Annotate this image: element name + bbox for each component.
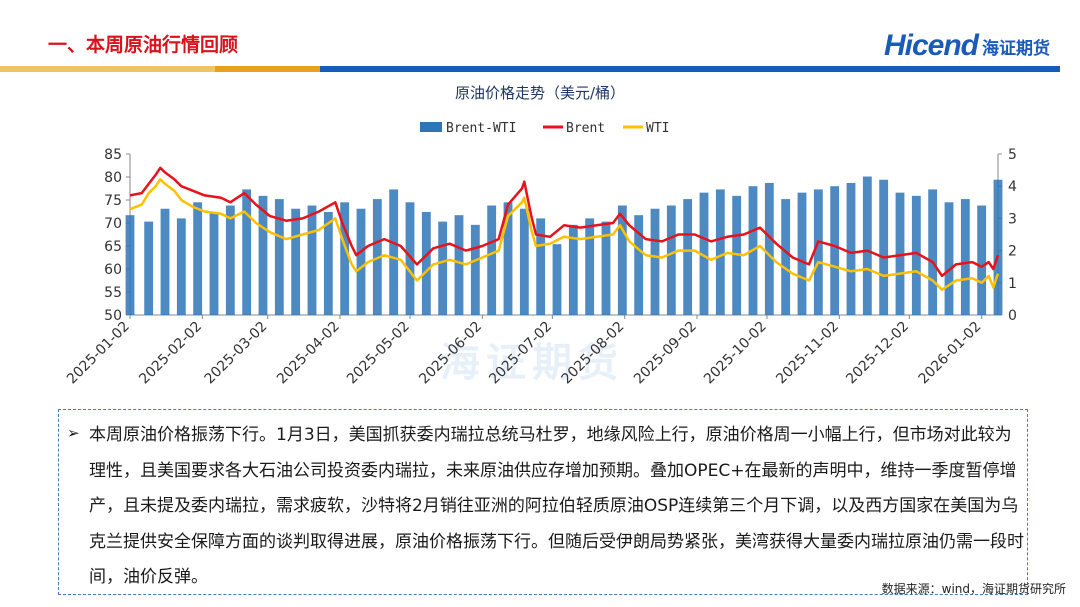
- bar-brent-wti: [356, 208, 366, 315]
- x-tick-label: 2025-05-02: [344, 319, 413, 388]
- bar-brent-wti: [160, 208, 170, 315]
- page-title: 一、本周原油行情回顾: [48, 34, 239, 56]
- bar-brent-wti: [699, 192, 709, 315]
- bar-brent-wti: [258, 195, 268, 315]
- x-tick-label: 2025-03-02: [202, 319, 271, 388]
- bar-brent-wti: [895, 192, 905, 315]
- company-logo: Hicend 海证期货: [884, 28, 1050, 64]
- bar-brent-wti: [291, 208, 301, 315]
- x-tick-label: 2025-01-02: [64, 319, 133, 388]
- right-tick-label: 4: [1008, 179, 1017, 195]
- bar-brent-wti: [144, 221, 154, 315]
- bullet-arrow-icon: ➢: [67, 424, 80, 442]
- bar-brent-wti: [125, 215, 135, 315]
- watermark-text: 海证期货: [440, 340, 624, 386]
- x-tick-label: 2025-04-02: [274, 319, 343, 388]
- bar-brent-wti: [519, 208, 529, 315]
- bar-brent-wti: [454, 215, 464, 315]
- oil-price-chart: 原油价格走势（美元/桶）Brent-WTI Brent WTI50556065707…: [64, 84, 1017, 388]
- bar-brent-wti: [552, 244, 562, 315]
- bar-brent-wti: [879, 179, 889, 315]
- bar-brent-wti: [193, 202, 203, 315]
- bar-brent-wti: [487, 205, 497, 315]
- bar-brent-wti: [225, 205, 235, 315]
- bar-brent-wti: [715, 189, 725, 315]
- legend-label-brent-wti: Brent-WTI: [446, 121, 516, 136]
- bar-brent-wti: [209, 211, 219, 315]
- left-tick-label: 55: [104, 285, 122, 301]
- bar-brent-wti: [764, 182, 774, 315]
- x-tick-label: 2026-01-02: [916, 319, 985, 388]
- bar-brent-wti: [470, 224, 480, 315]
- left-tick-label: 70: [104, 216, 122, 232]
- x-tick-label: 2025-02-02: [136, 319, 205, 388]
- left-tick-label: 65: [104, 239, 122, 255]
- left-tick-label: 80: [104, 170, 122, 186]
- x-tick-label: 2025-12-02: [843, 319, 912, 388]
- bar-brent-wti: [585, 218, 595, 315]
- bar-brent-wti: [340, 202, 350, 315]
- left-tick-label: 85: [104, 147, 122, 163]
- bar-brent-wti: [862, 176, 872, 315]
- legend-label-wti: WTI: [646, 121, 669, 136]
- bar-brent-wti: [683, 199, 693, 315]
- series-line-wti: [129, 178, 1000, 291]
- header-band-orange: [215, 66, 320, 72]
- logo-wordmark: Hicend: [883, 29, 979, 62]
- left-tick-label: 50: [104, 308, 122, 324]
- bar-brent-wti: [307, 205, 317, 315]
- chart-title: 原油价格走势（美元/桶）: [455, 84, 625, 102]
- bar-brent-wti: [977, 205, 987, 315]
- header-band-blue: [320, 66, 1060, 72]
- x-tick-label: 2025-07-02: [486, 319, 555, 388]
- right-tick-label: 0: [1008, 308, 1017, 324]
- bar-brent-wti: [421, 211, 431, 315]
- bar-brent-wti: [928, 189, 938, 315]
- legend-label-brent: Brent: [566, 121, 605, 136]
- left-tick-label: 75: [104, 193, 122, 209]
- bar-brent-wti: [503, 202, 513, 315]
- right-tick-label: 1: [1008, 276, 1017, 292]
- bar-brent-wti: [634, 215, 644, 315]
- bar-brent-wti: [944, 202, 954, 315]
- x-tick-label: 2025-10-02: [701, 319, 770, 388]
- x-tick-label: 2025-09-02: [631, 319, 700, 388]
- bar-brent-wti: [830, 186, 840, 315]
- commentary-box: ➢ 本周原油价格振荡下行。1月3日，美国抓获委内瑞拉总统马杜罗，地缘风险上行，原…: [58, 409, 1028, 595]
- right-tick-label: 5: [1008, 147, 1017, 163]
- data-source: 数据来源：wind，海证期货研究所: [881, 582, 1066, 596]
- bar-brent-wti: [813, 189, 823, 315]
- legend-swatch-brent-wti: [420, 122, 442, 132]
- bar-brent-wti: [274, 199, 284, 315]
- bar-brent-wti: [846, 182, 856, 315]
- bar-brent-wti: [797, 192, 807, 315]
- commentary-paragraph: 本周原油价格振荡下行。1月3日，美国抓获委内瑞拉总统马杜罗，地缘风险上行，原油价…: [89, 425, 1024, 587]
- bar-brent-wti: [389, 189, 399, 315]
- bar-brent-wti: [993, 179, 1003, 315]
- bar-brent-wti: [536, 218, 546, 315]
- logo-chinese-name: 海证期货: [982, 38, 1050, 59]
- bar-brent-wti: [242, 189, 252, 315]
- bar-brent-wti: [438, 221, 448, 315]
- bar-brent-wti: [568, 224, 578, 315]
- bar-brent-wti: [781, 199, 791, 315]
- bar-brent-wti: [666, 205, 676, 315]
- bar-brent-wti: [176, 218, 186, 315]
- header-band-light: [0, 66, 215, 72]
- bar-brent-wti: [911, 195, 921, 315]
- left-tick-label: 60: [104, 262, 122, 278]
- bar-brent-wti: [405, 202, 415, 315]
- x-tick-label: 2025-08-02: [559, 319, 628, 388]
- bar-brent-wti: [601, 221, 611, 315]
- bar-brent-wti: [960, 199, 970, 315]
- right-tick-label: 3: [1008, 211, 1017, 227]
- bar-brent-wti: [617, 205, 627, 315]
- x-tick-label: 2025-11-02: [773, 319, 842, 388]
- bar-brent-wti: [323, 211, 333, 315]
- right-tick-label: 2: [1008, 244, 1017, 260]
- x-tick-label: 2025-06-02: [416, 319, 485, 388]
- bar-brent-wti: [650, 208, 660, 315]
- series-line-brent: [129, 166, 1000, 278]
